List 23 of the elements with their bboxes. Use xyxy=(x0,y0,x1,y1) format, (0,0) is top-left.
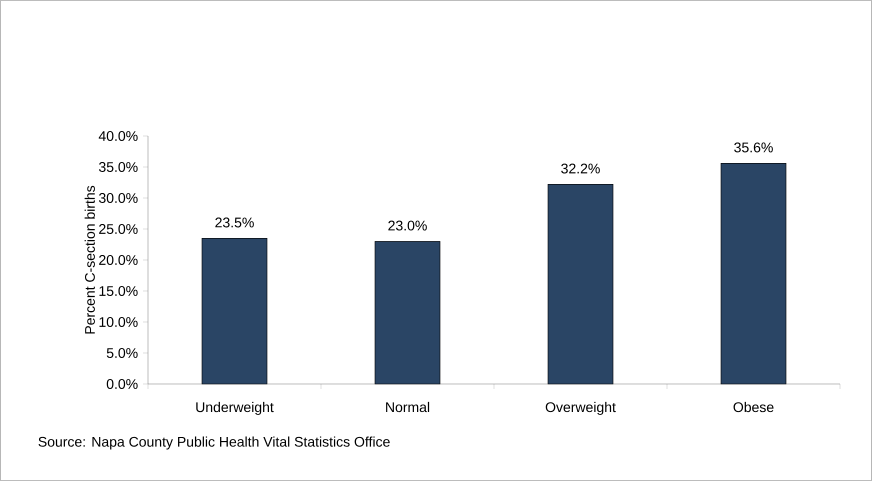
bar xyxy=(720,162,786,384)
bar xyxy=(202,238,268,384)
y-tick-label: 5.0% xyxy=(106,348,138,358)
data-label: 23.5% xyxy=(215,218,254,228)
y-tick-label: 10.0% xyxy=(100,317,138,327)
data-label: 23.0% xyxy=(388,220,427,231)
y-tick-label: 30.0% xyxy=(98,193,138,203)
y-tick-label: 0.0% xyxy=(106,379,138,389)
source-note: Source: Napa County Public Health Vital Statistics Office xyxy=(38,436,390,450)
x-tick-label: Underweight xyxy=(196,402,274,415)
bar xyxy=(374,241,440,384)
y-axis-title: Percent C-section births xyxy=(84,186,95,334)
y-tick-label: 40.0% xyxy=(98,131,138,141)
x-tick-label: Overweight xyxy=(546,402,616,415)
y-tick-label: 20.0% xyxy=(99,255,138,265)
y-tick-label: 35.0% xyxy=(98,162,138,172)
x-tick-label: Normal xyxy=(386,402,430,412)
data-label: 32.2% xyxy=(561,164,600,174)
y-tick-label: 15.0% xyxy=(100,286,138,296)
bar xyxy=(548,184,614,384)
data-label: 35.6% xyxy=(734,142,773,152)
x-tick-label: Obese xyxy=(734,402,774,412)
y-tick-label: 25.0% xyxy=(99,224,138,234)
